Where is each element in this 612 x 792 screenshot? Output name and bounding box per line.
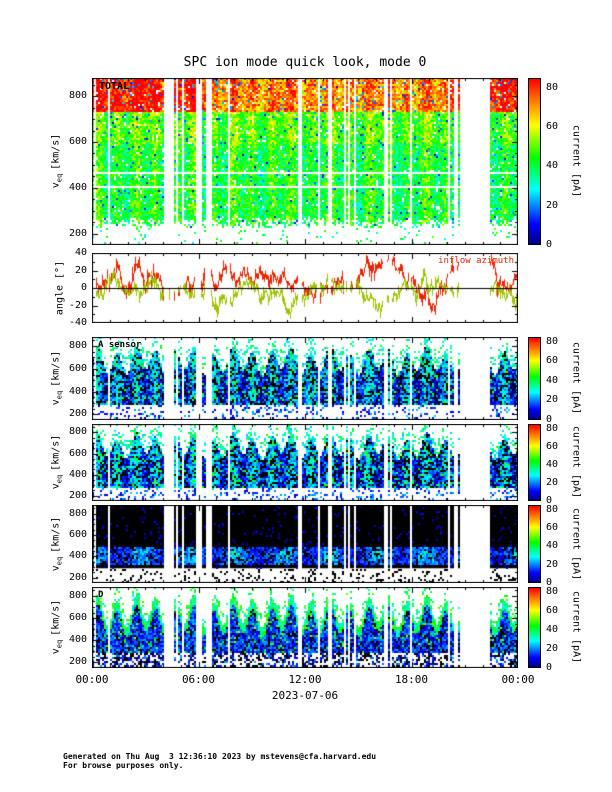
footer-generated-line: Generated on Thu Aug 3 12:36:10 2023 by … bbox=[63, 752, 377, 761]
colorbar-tick-label: 60 bbox=[546, 355, 559, 367]
colorbar-tick-label: 0 bbox=[546, 414, 553, 425]
colorbar-sensor-d bbox=[528, 587, 541, 668]
y-tick-label: 600 bbox=[68, 136, 87, 148]
x-tick-label: 18:00 bbox=[394, 673, 429, 686]
x-tick-label: 00:00 bbox=[501, 673, 535, 686]
inflow-azimuth-annotation: inflow azimuth bbox=[438, 256, 514, 266]
colorbar-tick-label: 0 bbox=[546, 239, 553, 250]
x-tick-label: 00:00 bbox=[75, 673, 109, 686]
y-tick-label: 800 bbox=[68, 340, 87, 352]
colorbar-tick-label: 80 bbox=[546, 81, 559, 93]
y-tick-label: 600 bbox=[68, 362, 87, 374]
colorbar-tick-label: 40 bbox=[546, 540, 559, 552]
colorbar-label-sensor-d: current [pA] bbox=[570, 590, 582, 664]
total-spectrogram-canvas bbox=[92, 78, 518, 245]
colorbar-sensor-c bbox=[528, 505, 541, 583]
y-axis-label-d: veq[km/s] bbox=[50, 599, 64, 655]
panel-label-d-sensor: D bbox=[98, 590, 104, 600]
y-tick-label: 400 bbox=[68, 634, 87, 646]
y-tick-label: 800 bbox=[68, 589, 87, 601]
colorbar-label-sensor-a: current [pA] bbox=[570, 341, 582, 415]
y-tick-label: 800 bbox=[68, 90, 87, 102]
colorbar-tick-label: 40 bbox=[546, 374, 559, 386]
panel-label-a-sensor: A sensor bbox=[98, 340, 142, 350]
sensor-b-spectrogram-canvas bbox=[92, 424, 518, 501]
y-tick-label: 400 bbox=[68, 385, 87, 397]
colorbar-tick-label: 80 bbox=[546, 422, 559, 434]
panel-label-total: TOTAL bbox=[99, 81, 130, 92]
y-tick-label: 20 bbox=[74, 264, 87, 276]
page-title: SPC ion mode quick look, mode 0 bbox=[183, 55, 427, 70]
y-axis-label-b: veq[km/s] bbox=[50, 434, 64, 490]
y-tick-label: 600 bbox=[68, 447, 87, 459]
colorbar-tick-label: 40 bbox=[546, 458, 559, 470]
x-tick-label: 12:00 bbox=[288, 673, 322, 686]
colorbar-sensor-b bbox=[528, 424, 541, 501]
y-tick-label: 200 bbox=[68, 408, 87, 420]
colorbar-tick-label: 0 bbox=[546, 577, 553, 588]
colorbar-label-total: current [pA] bbox=[570, 124, 582, 198]
y-tick-label: 200 bbox=[68, 656, 87, 668]
y-axis-label-c: veq[km/s] bbox=[50, 516, 64, 572]
colorbar-tick-label: 80 bbox=[546, 585, 559, 597]
y-tick-label: 200 bbox=[68, 489, 87, 501]
x-tick-label: 06:00 bbox=[181, 673, 216, 686]
colorbar-tick-label: 40 bbox=[546, 623, 559, 635]
y-tick-label: 200 bbox=[68, 571, 87, 583]
y-tick-label: 600 bbox=[68, 612, 87, 624]
y-axis-label-a: veq[km/s] bbox=[50, 350, 64, 406]
colorbar-tick-label: 60 bbox=[546, 604, 559, 616]
colorbar-tick-label: 0 bbox=[546, 662, 553, 673]
colorbar-tick-label: 80 bbox=[546, 335, 559, 347]
flow-angle-plot-canvas bbox=[92, 253, 518, 323]
colorbar-tick-label: 20 bbox=[546, 642, 559, 654]
y-tick-label: -40 bbox=[68, 317, 87, 328]
colorbar-total bbox=[528, 78, 541, 245]
y-tick-label: 40 bbox=[74, 247, 87, 258]
x-axis-date-label: 2023-07-06 bbox=[271, 689, 339, 702]
sensor-c-spectrogram-canvas bbox=[92, 505, 518, 583]
sensor-d-spectrogram-canvas bbox=[92, 587, 518, 668]
colorbar-tick-label: 80 bbox=[546, 503, 559, 515]
colorbar-tick-label: 40 bbox=[546, 160, 559, 172]
y-tick-label: 400 bbox=[68, 181, 87, 193]
y-tick-label: 400 bbox=[68, 468, 87, 480]
y-tick-label: 0 bbox=[80, 282, 87, 293]
colorbar-label-sensor-c: current [pA] bbox=[570, 507, 582, 581]
footer-browse-line: For browse purposes only. bbox=[63, 761, 184, 770]
sensor-a-spectrogram-canvas bbox=[92, 337, 518, 420]
colorbar-tick-label: 20 bbox=[546, 476, 559, 488]
colorbar-tick-label: 20 bbox=[546, 199, 559, 211]
colorbar-label-sensor-b: current [pA] bbox=[570, 425, 582, 499]
y-tick-label: 600 bbox=[68, 528, 87, 540]
colorbar-tick-label: 0 bbox=[546, 495, 553, 506]
y-tick-label: 800 bbox=[68, 507, 87, 519]
y-tick-label: 400 bbox=[68, 550, 87, 562]
y-tick-label: 800 bbox=[68, 426, 87, 438]
colorbar-tick-label: 60 bbox=[546, 440, 559, 452]
y-tick-label: 200 bbox=[68, 227, 87, 239]
y-tick-label: -20 bbox=[68, 299, 87, 311]
colorbar-tick-label: 60 bbox=[546, 121, 559, 133]
colorbar-tick-label: 20 bbox=[546, 394, 559, 406]
colorbar-tick-label: 20 bbox=[546, 558, 559, 570]
colorbar-tick-label: 60 bbox=[546, 521, 559, 533]
colorbar-sensor-a bbox=[528, 337, 541, 420]
